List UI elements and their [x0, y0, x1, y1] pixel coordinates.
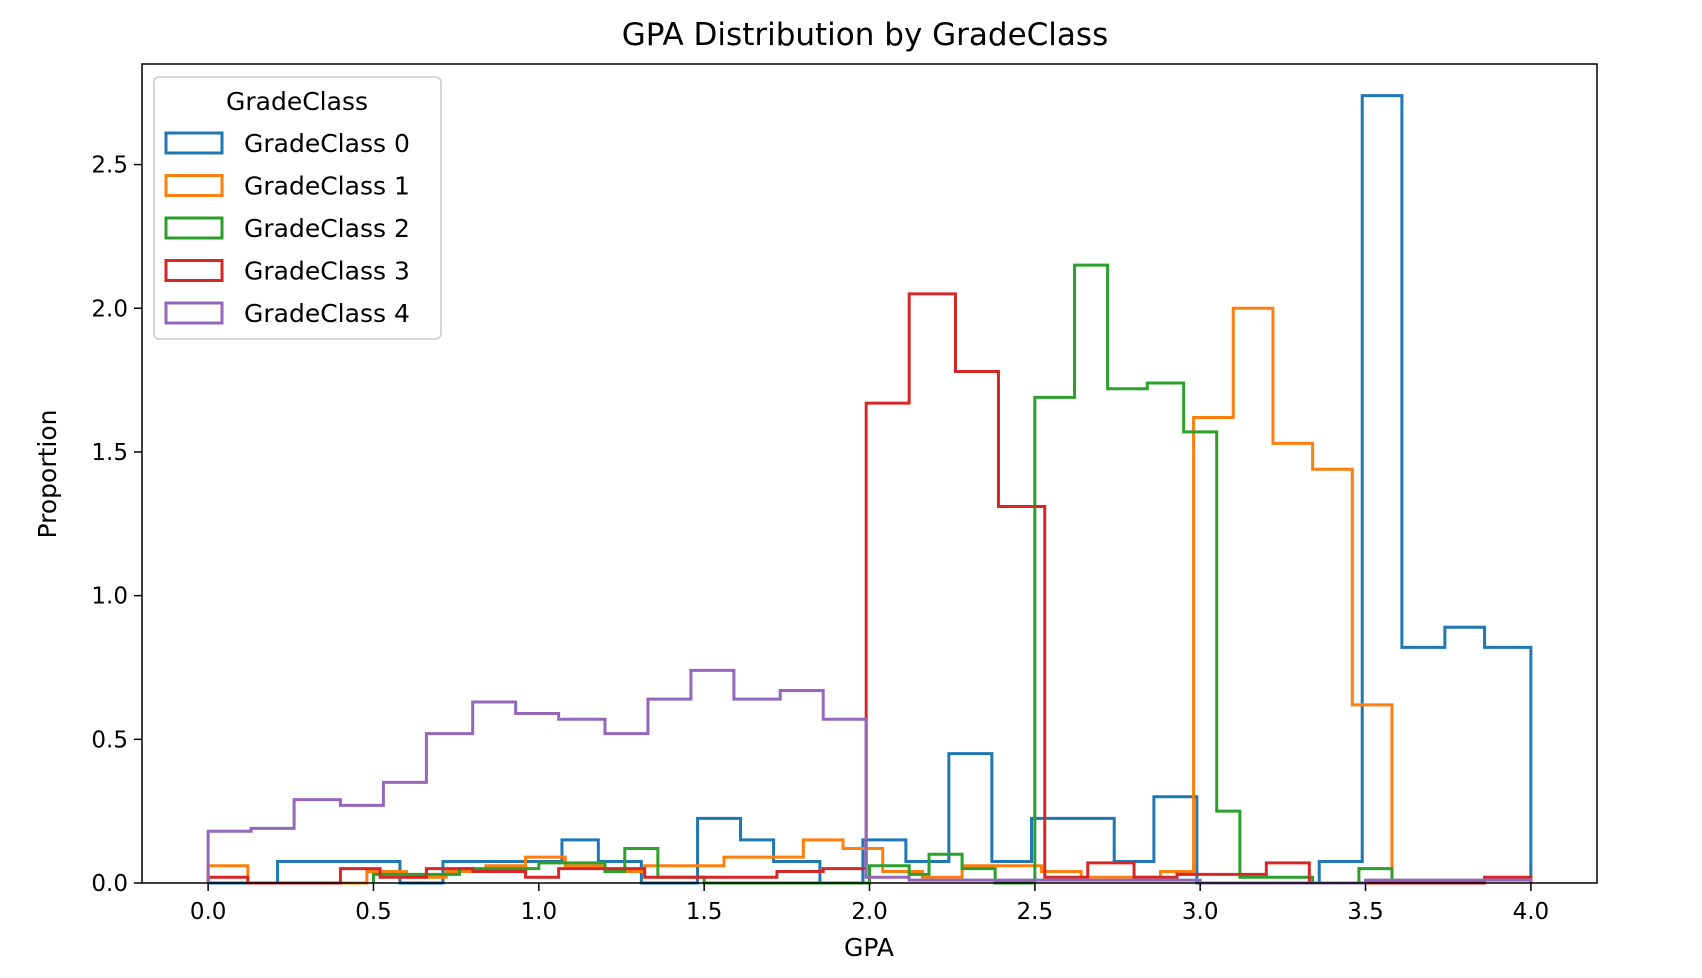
plot-area [206, 94, 1533, 885]
x-tick-label: 2.0 [851, 899, 888, 925]
legend-box [153, 76, 442, 340]
legend-swatch [164, 131, 224, 155]
y-tick-label: 2.5 [91, 153, 128, 179]
x-tick-label: 3.0 [1182, 899, 1219, 925]
x-tick-label: 2.5 [1017, 899, 1054, 925]
x-tick-label: 4.0 [1513, 899, 1550, 925]
legend-label: GradeClass 1 [244, 172, 410, 201]
histogram-series-1 [206, 306, 1394, 885]
legend-swatch [164, 301, 224, 325]
legend-swatch [164, 259, 224, 282]
x-tick-label: 3.5 [1347, 899, 1384, 925]
legend-swatch [164, 216, 224, 240]
y-tick-label: 1.0 [91, 584, 128, 610]
y-tick-label: 2.0 [91, 296, 128, 322]
legend-label: GradeClass 4 [244, 299, 410, 328]
histogram-series-3 [206, 292, 1533, 885]
plot-frame [141, 63, 1598, 884]
x-axis-label: GPA [844, 933, 894, 962]
y-tick-label: 0.5 [91, 727, 128, 753]
x-axis-ticks: 0.0 0.5 1.0 1.5 2.0 2.5 3.0 3.5 4.0 [190, 883, 1549, 925]
legend-label: GradeClass 3 [244, 257, 410, 286]
legend-label: GradeClass 0 [244, 129, 410, 158]
legend-swatch [164, 174, 224, 197]
legend-title: GradeClass [226, 87, 368, 116]
x-tick-label: 1.0 [521, 899, 558, 925]
chart-title: GPA Distribution by GradeClass [622, 17, 1108, 53]
histogram-series-0 [208, 94, 1533, 885]
legend-entries: GradeClass 0 GradeClass 1 GradeClass 2 Grad… [164, 129, 410, 328]
y-axis-label: Proportion [33, 410, 62, 539]
legend-label: GradeClass 2 [244, 214, 410, 243]
y-tick-label: 0.0 [91, 871, 128, 897]
y-axis-ticks: 0.0 0.5 1.0 1.5 2.0 2.5 [91, 153, 142, 897]
y-tick-label: 1.5 [91, 440, 128, 466]
histogram-series-4 [206, 668, 1533, 885]
x-tick-label: 0.5 [355, 899, 392, 925]
x-tick-label: 0.0 [190, 899, 227, 925]
x-tick-label: 1.5 [686, 899, 723, 925]
histogram-series-2 [371, 263, 1394, 885]
